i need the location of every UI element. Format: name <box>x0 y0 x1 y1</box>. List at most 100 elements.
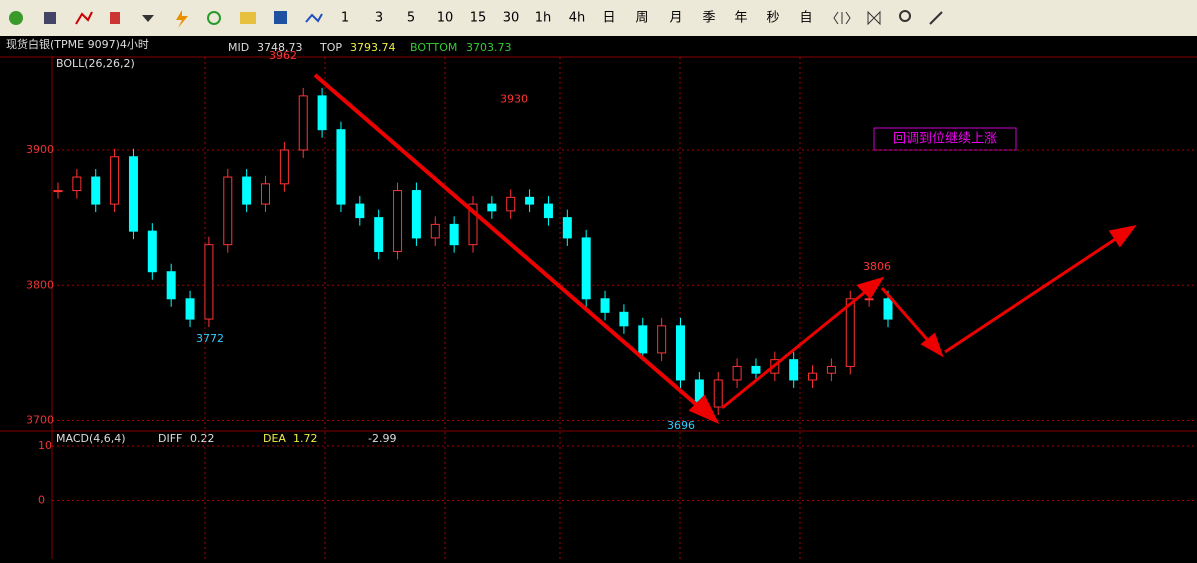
candle <box>581 237 591 300</box>
y-tick-label: 3800 <box>26 278 54 291</box>
candle <box>808 372 818 381</box>
period-button[interactable]: 1h <box>535 11 552 26</box>
dropdown[interactable] <box>142 15 154 22</box>
period-button[interactable]: 日 <box>602 11 615 26</box>
dea-label: DEA <box>263 432 286 445</box>
candle <box>619 311 629 327</box>
chart-icon[interactable] <box>75 11 93 25</box>
candle <box>751 365 761 374</box>
candle <box>826 365 836 374</box>
dea: 1.72 <box>293 432 318 445</box>
period-button[interactable]: 季 <box>702 11 715 26</box>
candle <box>883 298 893 320</box>
shrink-icon[interactable] <box>867 10 881 26</box>
period-button[interactable]: 1 <box>341 11 349 26</box>
candle <box>487 203 497 212</box>
trend-arrow <box>944 234 1121 354</box>
diff: 0.22 <box>190 432 215 445</box>
trend-arrow <box>721 286 871 410</box>
y-tick-label: 10 <box>38 439 52 452</box>
candle <box>336 129 346 205</box>
candle <box>147 230 157 273</box>
list-icon[interactable] <box>44 12 56 24</box>
bar-icon[interactable] <box>110 12 120 24</box>
line-icon[interactable] <box>305 13 323 23</box>
candle <box>317 95 327 131</box>
draw-icon[interactable] <box>929 11 943 25</box>
period-button[interactable]: 3 <box>375 11 383 26</box>
top-label: TOP <box>319 41 342 54</box>
candle <box>393 190 403 252</box>
bottom-label: BOTTOM <box>410 41 457 54</box>
candle <box>261 183 270 205</box>
candle <box>562 217 572 239</box>
trend-arrow <box>313 73 707 414</box>
y-tick-label: 0 <box>38 494 45 507</box>
back-button[interactable] <box>9 11 23 25</box>
candle <box>864 298 874 301</box>
candle <box>355 203 365 219</box>
note: 回调到位继续上涨 <box>893 132 997 147</box>
candle <box>166 271 176 300</box>
y-tick-label: 3900 <box>26 143 54 156</box>
top: 3793.74 <box>350 41 396 54</box>
candle <box>204 244 214 320</box>
period-button[interactable]: 自 <box>799 11 812 26</box>
candle <box>374 217 384 252</box>
candle <box>223 176 233 246</box>
period-button[interactable]: 年 <box>734 11 747 26</box>
candle <box>789 359 799 381</box>
candle <box>279 149 289 185</box>
period-button[interactable]: 周 <box>635 11 648 26</box>
candle <box>185 298 195 320</box>
macd-indicator: MACD(4,6,4) <box>56 432 126 445</box>
flash-icon[interactable] <box>176 10 188 28</box>
price-label: 3772 <box>196 332 224 345</box>
candle <box>543 203 553 219</box>
candle <box>53 190 63 193</box>
arrows <box>313 73 1137 425</box>
price-label: 3930 <box>500 92 528 105</box>
save-icon[interactable] <box>274 11 287 24</box>
candle <box>91 176 101 205</box>
price-label: 3806 <box>863 260 891 273</box>
candle <box>298 95 308 151</box>
period-button[interactable]: 4h <box>569 11 586 26</box>
y-tick-label: 3700 <box>26 414 54 427</box>
zoom-icon[interactable] <box>833 11 851 25</box>
candle <box>242 176 252 205</box>
candle <box>732 365 742 381</box>
candle <box>449 223 459 246</box>
indicator: BOLL(26,26,2) <box>56 57 135 70</box>
diff-label: DIFF <box>158 432 182 445</box>
price-label: 3696 <box>667 419 695 432</box>
period-button[interactable]: 月 <box>669 11 682 26</box>
period-button[interactable]: 15 <box>470 11 487 26</box>
candle <box>468 203 478 246</box>
candle <box>600 298 610 313</box>
candle <box>657 325 667 354</box>
price-label: 3962 <box>269 49 297 62</box>
candle <box>110 156 120 205</box>
candle <box>713 379 723 408</box>
candle <box>411 190 421 239</box>
candle <box>72 176 82 192</box>
candle <box>638 325 648 354</box>
arrow-head <box>920 332 944 358</box>
arrow-head <box>1108 225 1137 248</box>
search-icon[interactable] <box>899 10 911 22</box>
period-button[interactable]: 5 <box>407 11 415 26</box>
refresh-icon[interactable] <box>207 11 221 25</box>
candle <box>506 196 516 212</box>
period-button[interactable]: 30 <box>503 11 520 26</box>
note-box <box>873 127 1017 151</box>
bottom: 3703.73 <box>466 41 512 54</box>
period-button[interactable]: 秒 <box>766 11 779 26</box>
mid: 3748.73 <box>257 41 303 54</box>
arrow-head <box>688 394 720 425</box>
period-button[interactable]: 10 <box>437 11 454 26</box>
candle <box>430 223 440 239</box>
candle <box>525 196 535 205</box>
open-icon[interactable] <box>240 12 256 24</box>
